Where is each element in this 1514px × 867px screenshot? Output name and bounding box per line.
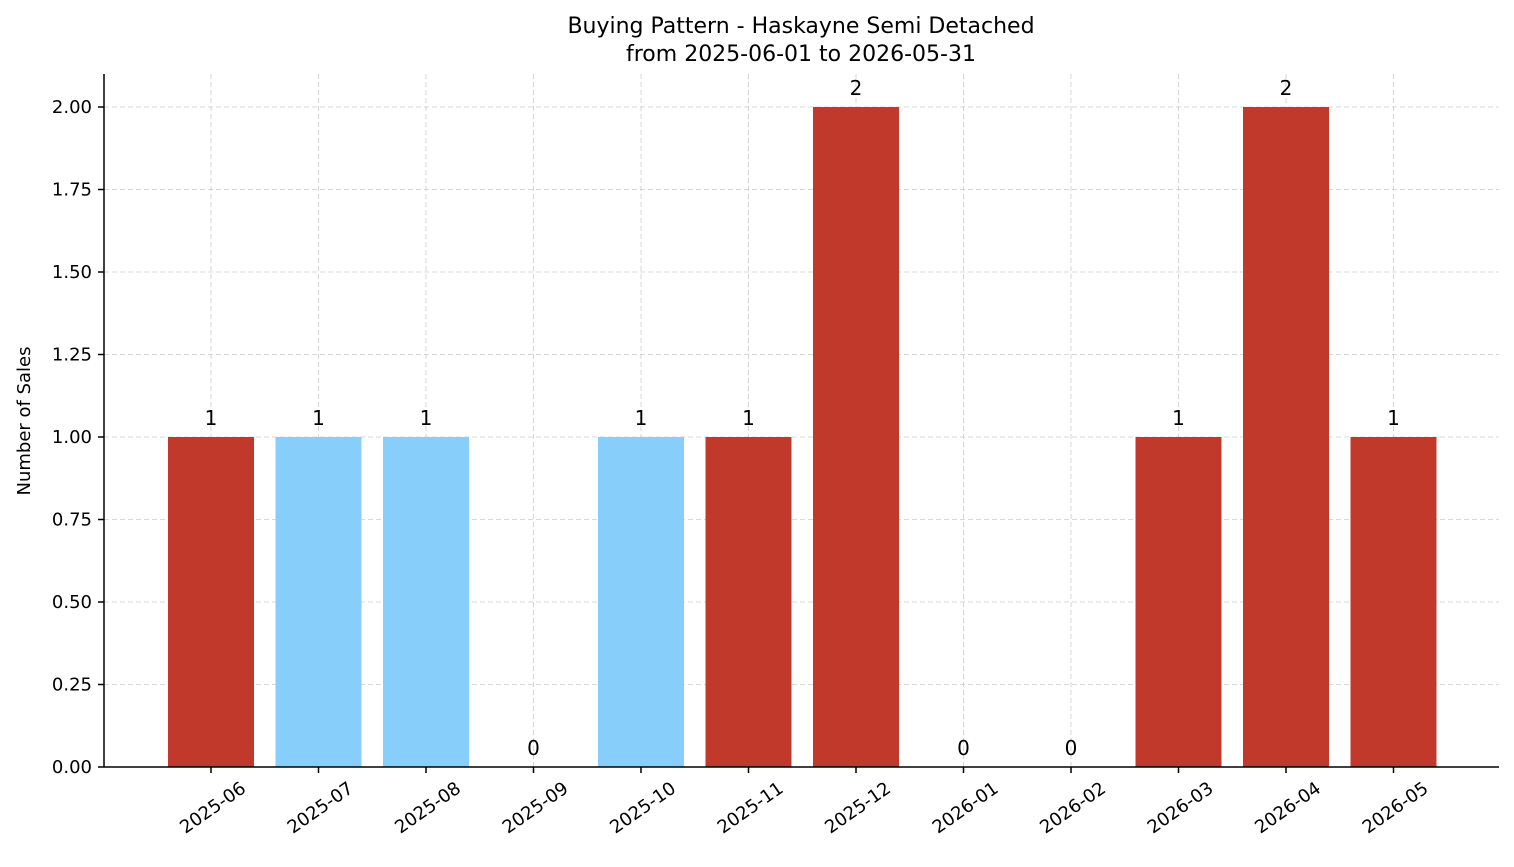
data-label-2025-06: 1 [205, 406, 218, 430]
x-tick-label-2025-08: 2025-08 [391, 778, 465, 838]
y-tick-label: 1.75 [52, 180, 92, 201]
x-tick-label-2026-02: 2026-02 [1036, 778, 1110, 838]
y-tick-label: 1.00 [52, 427, 92, 448]
data-label-2025-07: 1 [312, 406, 325, 430]
chart-subtitle: from 2025-06-01 to 2026-05-31 [626, 42, 976, 67]
data-label-2026-03: 1 [1172, 406, 1185, 430]
bar-2026-05 [1350, 437, 1437, 767]
data-label-2025-11: 1 [742, 406, 755, 430]
y-tick-label: 2.00 [52, 97, 92, 118]
x-tick-label-2026-01: 2026-01 [929, 778, 1003, 838]
chart-title: Buying Pattern - Haskayne Semi Detached [567, 14, 1034, 39]
y-tick-label: 0.75 [52, 510, 92, 531]
x-tick-label-2025-12: 2025-12 [821, 778, 895, 838]
data-label-2025-09: 0 [527, 736, 540, 760]
x-tick-label-2026-05: 2026-05 [1359, 778, 1433, 838]
y-tick-label: 0.50 [52, 592, 92, 613]
bar-2025-07 [275, 437, 362, 767]
x-tick-label-2025-11: 2025-11 [714, 778, 788, 838]
x-tick-label-2025-10: 2025-10 [606, 778, 680, 838]
bar-2025-06 [168, 437, 254, 767]
bar-2025-10 [598, 437, 684, 767]
x-tick-label-2025-06: 2025-06 [176, 778, 250, 838]
data-label-2026-02: 0 [1065, 736, 1078, 760]
y-axis-label: Number of Sales [14, 346, 35, 495]
y-tick-label: 0.00 [52, 757, 92, 778]
bar-2026-04 [1243, 107, 1329, 767]
x-tick-label-2025-09: 2025-09 [499, 778, 573, 838]
data-label-2025-08: 1 [420, 406, 433, 430]
bar-2025-12 [813, 107, 899, 767]
y-tick-label: 0.25 [52, 675, 92, 696]
bar-2025-08 [383, 437, 469, 767]
data-label-2025-12: 2 [850, 76, 863, 100]
data-label-2026-05: 1 [1387, 406, 1400, 430]
bar-2025-11 [705, 437, 792, 767]
bars [168, 107, 1437, 767]
y-tick-label: 1.25 [52, 345, 92, 366]
data-labels: 1 1 1 0 1 1 2 0 0 1 2 1 [205, 76, 1400, 760]
x-tick-label-2026-04: 2026-04 [1251, 778, 1325, 838]
data-label-2026-01: 0 [957, 736, 970, 760]
bar-2026-03 [1135, 437, 1222, 767]
x-tick-label-2026-03: 2026-03 [1144, 778, 1218, 838]
y-tick-label: 1.50 [52, 262, 92, 283]
x-tick-label-2025-07: 2025-07 [284, 778, 358, 838]
data-label-2025-10: 1 [635, 406, 648, 430]
data-label-2026-04: 2 [1280, 76, 1293, 100]
